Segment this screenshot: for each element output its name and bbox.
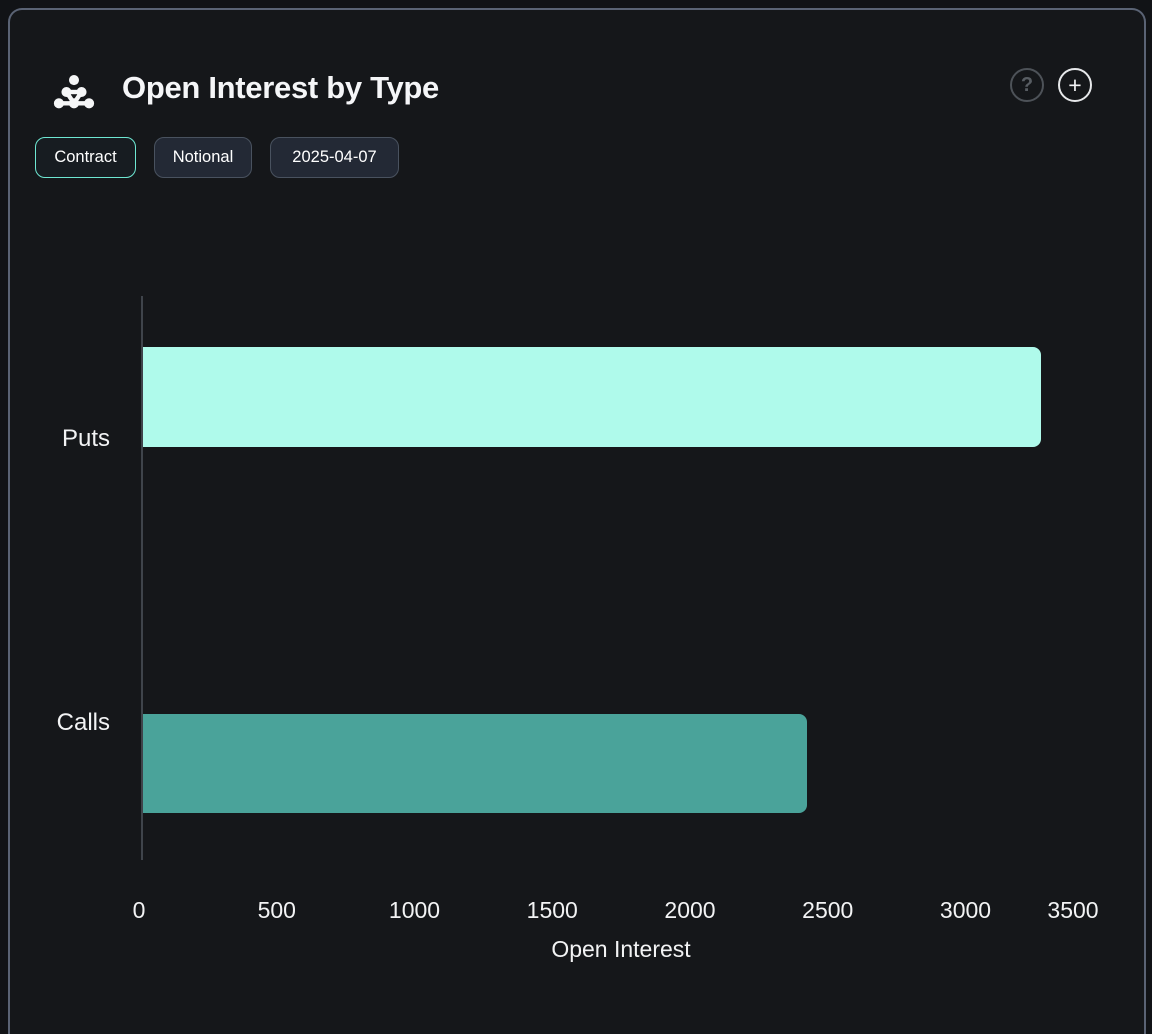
add-icon[interactable]: + — [1058, 68, 1092, 102]
category-label-calls: Calls — [56, 709, 110, 736]
contract-toggle-button[interactable]: Contract — [35, 137, 136, 178]
x-tick-label: 2500 — [802, 897, 854, 923]
x-tick-label: 500 — [257, 897, 296, 923]
date-selector-button[interactable]: 2025-04-07 — [270, 137, 399, 178]
x-tick-label: 3000 — [939, 897, 992, 923]
dots-triangle-logo-icon — [53, 75, 95, 109]
page-title: Open Interest by Type — [122, 70, 439, 105]
x-tick-label: 3500 — [1047, 897, 1099, 923]
x-tick-label: 1500 — [526, 897, 578, 923]
category-label-puts: Puts — [61, 425, 110, 452]
y-axis-line — [141, 296, 143, 860]
x-tick-label: 2000 — [664, 897, 716, 923]
x-tick-label: 0 — [132, 897, 146, 923]
bar-puts[interactable] — [143, 347, 1041, 447]
bar-calls[interactable] — [143, 714, 807, 813]
x-tick-label: 1000 — [388, 897, 441, 923]
bar-chart: Open Interest Puts Calls 0 500 1000 1500 2000 2… — [10, 10, 1144, 1034]
help-icon[interactable]: ? — [1010, 68, 1044, 102]
notional-toggle-button[interactable]: Notional — [154, 137, 252, 178]
x-axis-title: Open Interest — [551, 936, 691, 962]
chart-card: Open Interest by Type ? + Contract Notio… — [8, 8, 1146, 1034]
card-header: Open Interest by Type ? + — [10, 10, 1144, 130]
